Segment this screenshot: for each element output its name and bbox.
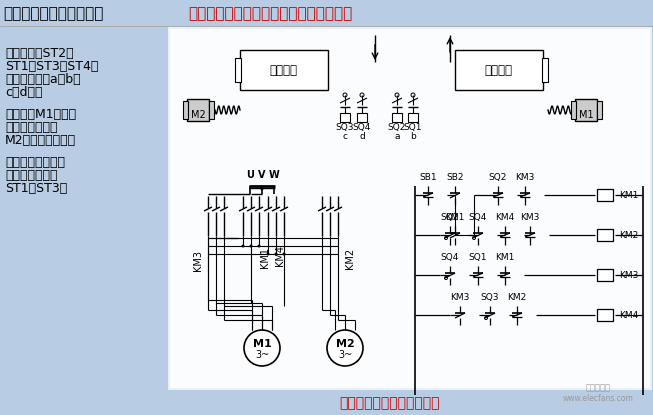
Circle shape (274, 252, 278, 256)
Text: SQ3: SQ3 (481, 293, 500, 302)
Circle shape (266, 252, 270, 256)
Text: U: U (246, 170, 254, 180)
Text: SQ3: SQ3 (336, 122, 354, 132)
Text: V: V (258, 170, 266, 180)
Bar (455, 50, 543, 90)
Text: b: b (410, 132, 416, 141)
Text: M1: M1 (579, 110, 594, 120)
Text: KM3: KM3 (193, 249, 203, 271)
Bar (187, 99, 209, 121)
Bar (183, 101, 188, 119)
Bar (571, 101, 576, 119)
Bar (542, 58, 548, 82)
Bar (408, 113, 418, 122)
Text: 力头１，电动机: 力头１，电动机 (5, 121, 57, 134)
Text: KM1: KM1 (496, 253, 515, 262)
Text: KM4: KM4 (619, 310, 638, 320)
Text: c: c (343, 132, 347, 141)
Text: M2带动动力头２。: M2带动动力头２。 (5, 134, 76, 147)
Text: KM4: KM4 (496, 213, 515, 222)
Text: KM1: KM1 (260, 247, 270, 268)
Bar (575, 99, 597, 121)
Text: 3~: 3~ (255, 350, 269, 360)
Text: KM2: KM2 (507, 293, 526, 302)
Text: KM3: KM3 (520, 213, 539, 222)
Circle shape (257, 244, 261, 247)
Text: 原位时分别压下: 原位时分别压下 (5, 169, 57, 182)
Circle shape (249, 244, 253, 247)
Bar (168, 27, 652, 390)
Text: W: W (268, 170, 279, 180)
Text: 动力头１: 动力头１ (484, 64, 512, 78)
Bar (597, 229, 613, 241)
Text: KM1: KM1 (445, 213, 465, 222)
Text: M2: M2 (191, 110, 206, 120)
Bar (170, 29, 650, 388)
Text: c、d处。: c、d处。 (5, 86, 42, 99)
Text: SB2: SB2 (446, 173, 464, 182)
Bar (209, 101, 214, 119)
Text: KM1: KM1 (619, 190, 639, 200)
Circle shape (327, 330, 363, 366)
Bar (392, 113, 402, 122)
Text: 动力头的自动循环控制：: 动力头的自动循环控制： (3, 7, 103, 22)
Bar (340, 113, 350, 122)
Bar (357, 113, 367, 122)
Text: M1: M1 (253, 339, 272, 349)
Text: M2: M2 (336, 339, 355, 349)
Text: SQ1: SQ1 (404, 122, 422, 132)
Circle shape (244, 330, 280, 366)
Text: 电子发烧友: 电子发烧友 (586, 383, 611, 393)
Circle shape (260, 186, 264, 190)
Text: KM3: KM3 (451, 293, 470, 302)
Text: ＞动力头１和２在: ＞动力头１和２在 (5, 156, 65, 169)
Text: 双动力头自动循环控制电路: 双动力头自动循环控制电路 (340, 396, 440, 410)
Text: SQ4: SQ4 (469, 213, 487, 222)
Text: ST1和ST3。: ST1和ST3。 (5, 182, 67, 195)
Circle shape (283, 252, 285, 256)
Bar (597, 101, 602, 119)
Text: SQ4: SQ4 (353, 122, 371, 132)
Bar (240, 50, 328, 90)
Text: 动力头２: 动力头２ (269, 64, 297, 78)
Text: ＞行程开关ST2、: ＞行程开关ST2、 (5, 47, 74, 60)
Text: ＞电动机M1带动动: ＞电动机M1带动动 (5, 108, 76, 121)
Text: KM3: KM3 (619, 271, 639, 279)
Text: 3~: 3~ (338, 350, 352, 360)
Text: 别装在床身的a、b、: 别装在床身的a、b、 (5, 73, 80, 86)
Text: KM4: KM4 (275, 244, 285, 266)
Text: 行程开关按行程实现动力头的往复运动。: 行程开关按行程实现动力头的往复运动。 (188, 7, 352, 22)
Text: ST1、ST3、ST4分: ST1、ST3、ST4分 (5, 60, 99, 73)
Text: SQ4: SQ4 (441, 253, 459, 262)
Bar (597, 189, 613, 201)
Bar (597, 269, 613, 281)
Bar (597, 309, 613, 321)
Text: SQ1: SQ1 (469, 253, 487, 262)
Circle shape (242, 244, 244, 247)
Text: d: d (359, 132, 365, 141)
Text: SB1: SB1 (419, 173, 437, 182)
Text: KM2: KM2 (345, 247, 355, 269)
Text: SQ2: SQ2 (388, 122, 406, 132)
Bar (235, 58, 241, 82)
Text: a: a (394, 132, 400, 141)
Text: SQ2: SQ2 (489, 173, 507, 182)
Text: KM2: KM2 (619, 230, 638, 239)
Text: SQ2: SQ2 (441, 213, 459, 222)
Text: KM3: KM3 (515, 173, 535, 182)
Text: www.elecfans.com: www.elecfans.com (563, 393, 633, 403)
